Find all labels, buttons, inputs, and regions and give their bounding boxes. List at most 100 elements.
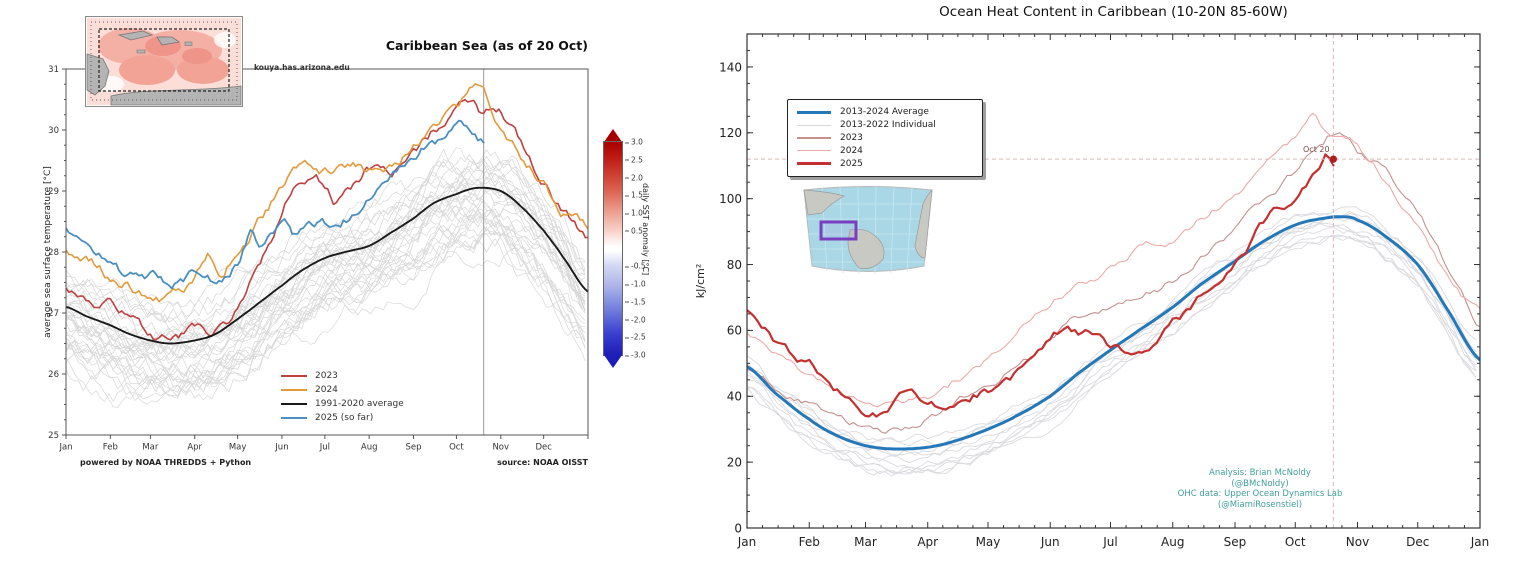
ensemble-line <box>747 212 1477 457</box>
svg-text:25: 25 <box>48 431 59 441</box>
legend-item: 2025 <box>797 157 973 170</box>
ensemble-line <box>747 210 1477 443</box>
legend-label: 2024 <box>840 145 863 156</box>
credit-line: (@MiamiRosenstiel) <box>1217 499 1303 510</box>
ensemble-line <box>66 205 586 383</box>
y-axis-label: average sea surface temperature [°C] <box>43 166 53 338</box>
legend-item: 2025 (so far) <box>281 411 404 425</box>
svg-text:20: 20 <box>727 455 742 469</box>
series-2023 <box>66 98 588 341</box>
analysis-credit: Analysis: Brian McNoldy (@BMcNoldy) OHC … <box>1115 468 1405 510</box>
series-1991-2020 average <box>66 186 588 345</box>
ensemble-line <box>747 222 1477 464</box>
ensemble-line <box>66 195 586 357</box>
ensemble-line <box>66 233 586 403</box>
ensemble-line <box>66 226 586 394</box>
legend-item: 2013-2022 Individual <box>797 119 973 132</box>
legend-line-sample <box>797 124 831 126</box>
ensemble-line <box>66 212 586 379</box>
svg-text:May: May <box>976 535 1001 549</box>
svg-text:Feb: Feb <box>103 443 118 453</box>
credit-line: Analysis: Brian McNoldy <box>1209 468 1311 478</box>
svg-text:Jun: Jun <box>1040 535 1060 549</box>
ensemble-line <box>66 243 586 402</box>
svg-text:Dec: Dec <box>1406 535 1429 549</box>
legend-line-sample <box>281 389 307 391</box>
ohc-plot-area <box>747 112 1480 477</box>
svg-text:40: 40 <box>727 390 742 404</box>
sst-anomaly-colorbar <box>603 141 623 356</box>
legend-item: 2013-2024 Average <box>797 106 973 119</box>
svg-text:Sep: Sep <box>1224 535 1247 549</box>
ensemble-line <box>66 147 586 324</box>
svg-text:Apr: Apr <box>187 443 202 453</box>
credit-line: (@BMcNoldy) <box>1231 478 1289 489</box>
svg-text:Jan: Jan <box>1470 535 1490 549</box>
ensemble-line <box>66 212 586 396</box>
ensemble-line <box>66 191 586 372</box>
series-2024 <box>747 112 1480 408</box>
ensemble-line <box>66 148 586 308</box>
ensemble-line <box>66 208 586 381</box>
ensemble-line <box>66 224 586 405</box>
series-2025 (so far) <box>66 119 485 290</box>
ensemble-line <box>66 178 586 365</box>
individual-historical-years <box>66 147 586 408</box>
ensemble-line <box>747 224 1477 475</box>
series-2025 <box>747 153 1335 418</box>
svg-text:30: 30 <box>48 126 59 136</box>
svg-text:Mar: Mar <box>142 443 159 453</box>
ensemble-line <box>66 237 586 408</box>
credit-line: OHC data: Upper Ocean Dynamics Lab <box>1177 489 1343 499</box>
ensemble-line <box>747 234 1477 475</box>
svg-text:Oct: Oct <box>449 443 464 453</box>
ensemble-line <box>66 178 586 359</box>
legend-label: 1991-2020 average <box>315 399 404 409</box>
svg-text:Nov: Nov <box>492 443 509 453</box>
tick-marks <box>746 33 1481 529</box>
colorbar-axis-label: daily SST anomaly [°C] <box>641 183 650 276</box>
svg-text:Jan: Jan <box>737 535 757 549</box>
legend-item: 2024 <box>797 144 973 157</box>
sst-chart-title: Caribbean Sea (as of 20 Oct) <box>385 38 588 53</box>
series-2023 <box>747 132 1480 434</box>
colorbar-extend-arrow-top <box>604 129 622 142</box>
y-axis-label: kJ/cm² <box>694 264 707 299</box>
svg-text:Jun: Jun <box>274 443 288 453</box>
svg-text:26: 26 <box>48 370 59 380</box>
legend-label: 2024 <box>315 385 338 395</box>
ensemble-line <box>66 223 586 390</box>
legend-line-sample <box>797 137 831 139</box>
ensemble-line <box>66 200 586 393</box>
svg-text:Mar: Mar <box>854 535 877 549</box>
legend-line-sample <box>797 150 831 152</box>
ensemble-line <box>747 214 1477 456</box>
latest-value-dot <box>1329 155 1337 163</box>
svg-text:Aug: Aug <box>1161 535 1184 549</box>
svg-text:Jan: Jan <box>58 443 72 453</box>
tick-marks <box>62 68 589 439</box>
sst-plot-area <box>66 69 588 435</box>
svg-text:Jul: Jul <box>319 443 330 453</box>
svg-text:28: 28 <box>48 248 59 258</box>
ensemble-line <box>66 182 586 346</box>
ensemble-line <box>66 158 586 334</box>
ensemble-line <box>66 183 586 349</box>
series-2013-2024 Average <box>747 215 1480 451</box>
svg-text:60: 60 <box>727 324 742 338</box>
sst-chart-svg: Jan Feb Mar Apr May Jun Jul Aug Sep Oct Nov Dec 25 26… <box>43 65 589 453</box>
legend-line-sample <box>797 110 831 115</box>
svg-text:0: 0 <box>734 521 742 535</box>
svg-text:Dec: Dec <box>535 443 552 453</box>
svg-text:80: 80 <box>727 258 742 272</box>
svg-text:140: 140 <box>719 60 742 74</box>
legend-line-sample <box>797 162 831 165</box>
ensemble-line <box>66 164 586 334</box>
legend-label: 2023 <box>840 132 863 143</box>
legend-label: 2013-2022 Individual <box>840 120 936 131</box>
svg-text:29: 29 <box>48 187 59 197</box>
ohc-legend: 2013-2024 Average 2013-2022 Individual 2… <box>787 99 983 177</box>
ensemble-line <box>66 169 586 361</box>
latest-date-annotation: Oct 20 <box>1303 145 1330 154</box>
